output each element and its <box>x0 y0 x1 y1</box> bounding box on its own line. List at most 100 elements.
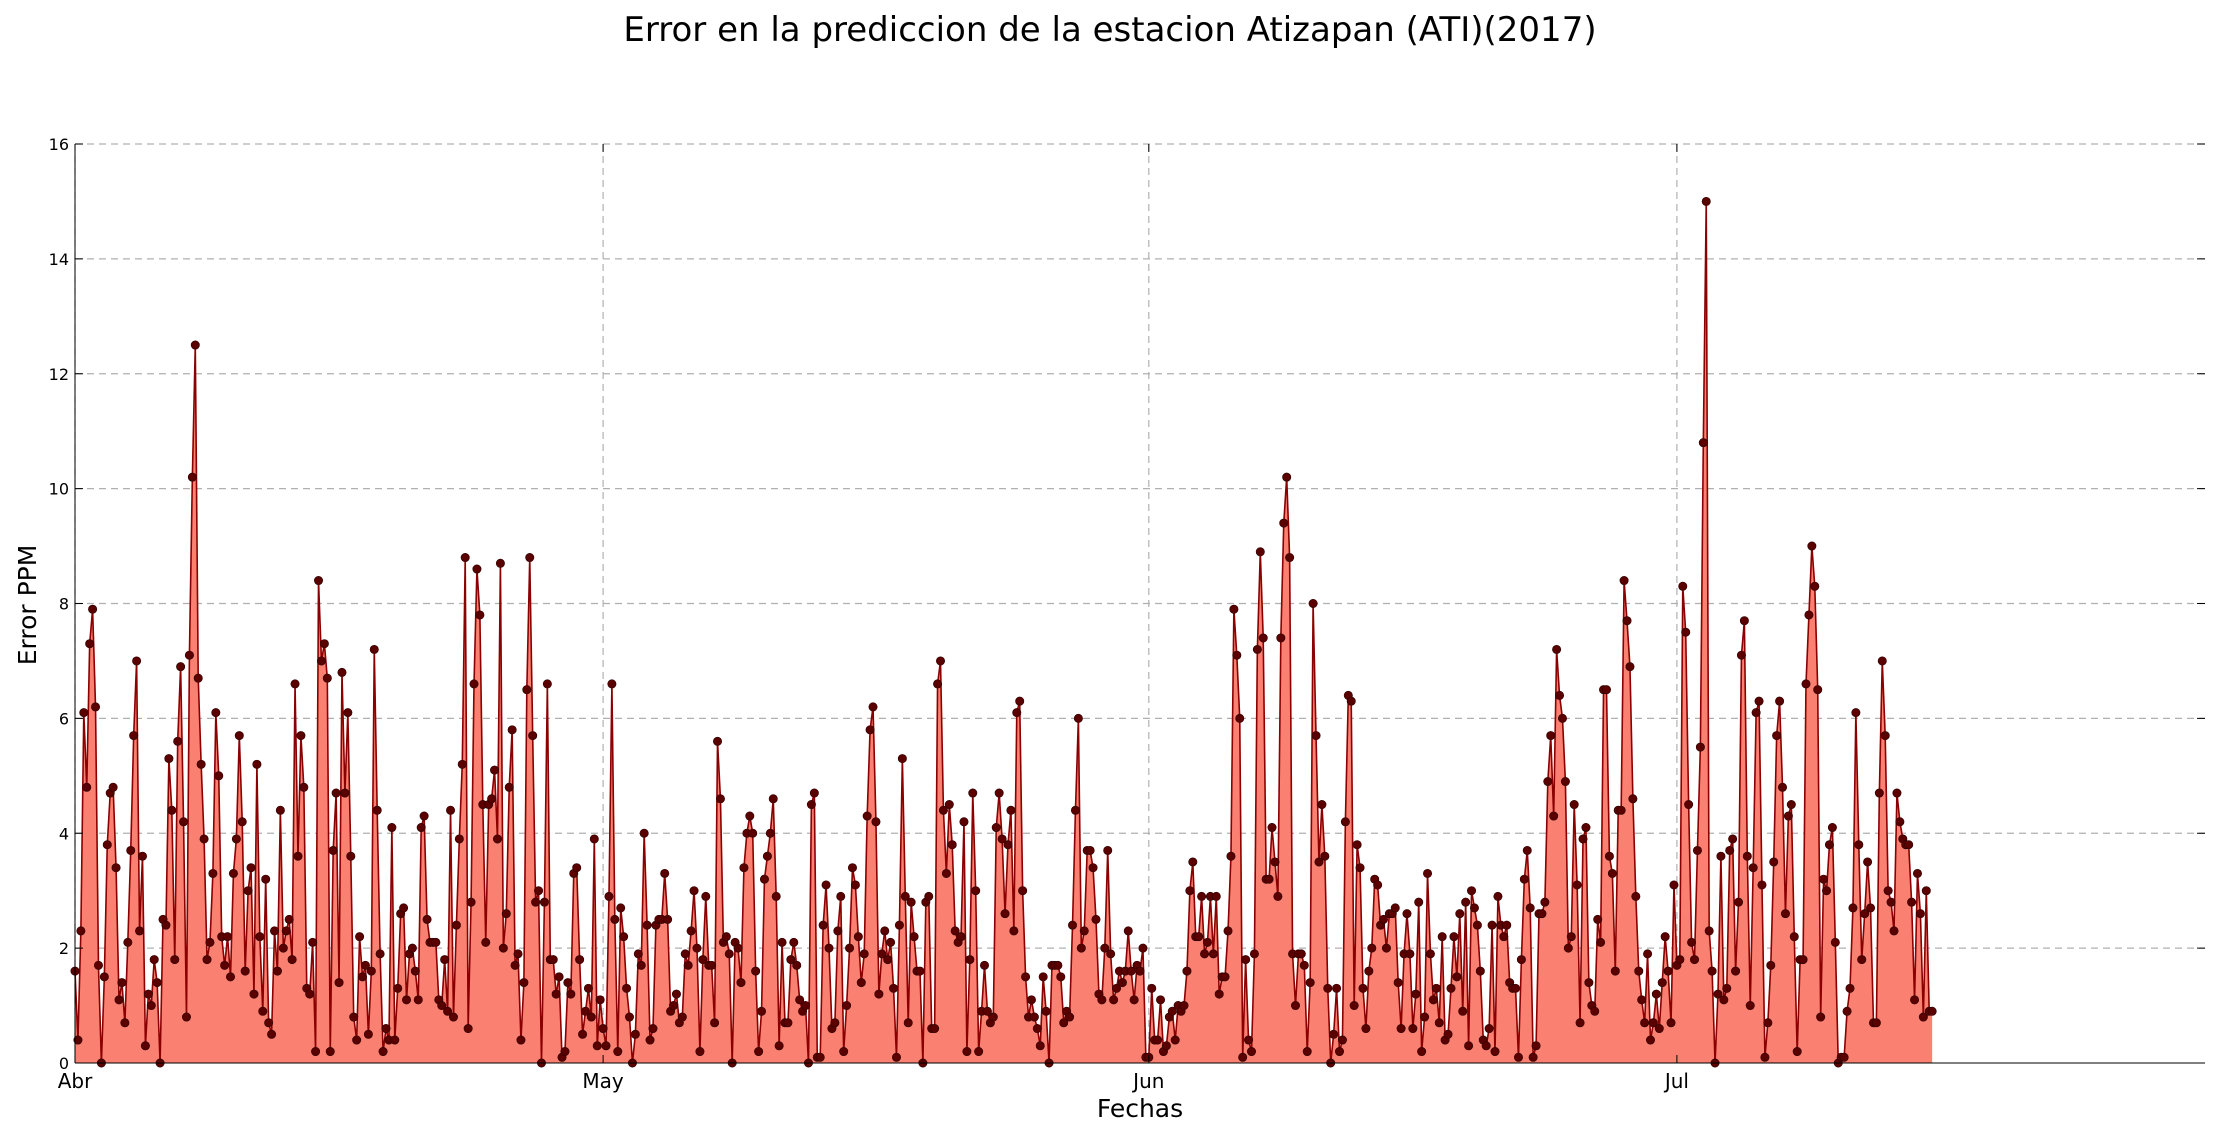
data-point <box>1112 983 1122 993</box>
data-point <box>1208 949 1218 959</box>
data-point <box>850 880 860 890</box>
data-point <box>1681 627 1691 637</box>
data-point <box>1244 1035 1254 1045</box>
data-point <box>492 834 502 844</box>
data-point <box>1238 1052 1248 1062</box>
data-point <box>847 863 857 873</box>
data-point <box>316 656 326 666</box>
data-point <box>143 989 153 999</box>
chart-title: Error en la prediccion de la estacion At… <box>623 10 1597 50</box>
data-point <box>1425 949 1435 959</box>
data-point <box>522 685 532 695</box>
data-point <box>1308 598 1318 608</box>
data-point <box>1619 576 1629 586</box>
data-point <box>1842 1006 1852 1016</box>
data-point <box>1214 989 1224 999</box>
data-point <box>660 868 670 878</box>
data-point <box>883 955 893 965</box>
data-point <box>472 564 482 574</box>
data-point <box>457 759 467 769</box>
data-point <box>1352 840 1362 850</box>
data-point <box>1411 989 1421 999</box>
data-point <box>1021 972 1031 982</box>
data-point <box>1041 1006 1051 1016</box>
data-point <box>1581 823 1591 833</box>
data-point <box>1801 679 1811 689</box>
data-point <box>991 823 1001 833</box>
data-point <box>108 782 118 792</box>
data-point <box>1241 955 1251 965</box>
data-point <box>707 960 717 970</box>
data-point <box>1249 949 1259 959</box>
data-point <box>1073 713 1083 723</box>
data-point <box>269 926 279 936</box>
data-point <box>196 759 206 769</box>
data-point <box>1522 845 1532 855</box>
data-point <box>1927 1006 1937 1016</box>
data-point <box>1056 972 1066 982</box>
data-point <box>1296 949 1306 959</box>
data-point <box>355 932 365 942</box>
data-point <box>1182 966 1192 976</box>
data-point <box>1211 891 1221 901</box>
data-point <box>645 1035 655 1045</box>
data-point <box>889 983 899 993</box>
data-point <box>677 1012 687 1022</box>
data-point <box>580 1006 590 1016</box>
data-point <box>469 679 479 689</box>
data-point <box>331 788 341 798</box>
data-point <box>1748 863 1758 873</box>
data-point <box>1070 805 1080 815</box>
data-point <box>311 1047 321 1057</box>
data-point <box>1129 995 1139 1005</box>
data-point <box>1760 1052 1770 1062</box>
data-point <box>79 708 89 718</box>
data-point <box>748 828 758 838</box>
data-point <box>1719 995 1729 1005</box>
data-point <box>698 955 708 965</box>
data-point <box>402 995 412 1005</box>
data-point <box>531 897 541 907</box>
y-tick-label: 4 <box>59 824 69 843</box>
data-point <box>1678 581 1688 591</box>
y-tick-label: 8 <box>59 595 69 614</box>
data-point <box>179 817 189 827</box>
data-point <box>1156 995 1166 1005</box>
data-point <box>1575 1018 1585 1028</box>
data-point <box>1449 932 1459 942</box>
data-point <box>152 978 162 988</box>
data-point <box>1780 909 1790 919</box>
data-point <box>1135 966 1145 976</box>
data-point <box>1816 1012 1826 1022</box>
data-point <box>407 943 417 953</box>
data-point <box>1393 978 1403 988</box>
data-point <box>539 897 549 907</box>
data-point <box>443 1006 453 1016</box>
data-point <box>947 840 957 850</box>
data-point <box>252 759 262 769</box>
data-point <box>73 1035 83 1045</box>
data-point <box>1035 1041 1045 1051</box>
data-point <box>1824 840 1834 850</box>
data-point <box>648 1024 658 1034</box>
data-point <box>974 1047 984 1057</box>
data-point <box>880 926 890 936</box>
data-point <box>1252 644 1262 654</box>
data-point <box>815 1052 825 1062</box>
data-point <box>1643 949 1653 959</box>
data-point <box>713 736 723 746</box>
data-point <box>1367 943 1377 953</box>
data-point <box>1126 966 1136 976</box>
data-point <box>859 949 869 959</box>
data-point <box>1519 874 1529 884</box>
data-point <box>842 1001 852 1011</box>
data-point <box>1452 972 1462 982</box>
data-point <box>214 771 224 781</box>
data-point <box>1871 1018 1881 1028</box>
data-point <box>1904 840 1914 850</box>
data-point <box>1302 1047 1312 1057</box>
data-point <box>1819 874 1829 884</box>
data-point <box>293 851 303 861</box>
data-point <box>701 891 711 901</box>
